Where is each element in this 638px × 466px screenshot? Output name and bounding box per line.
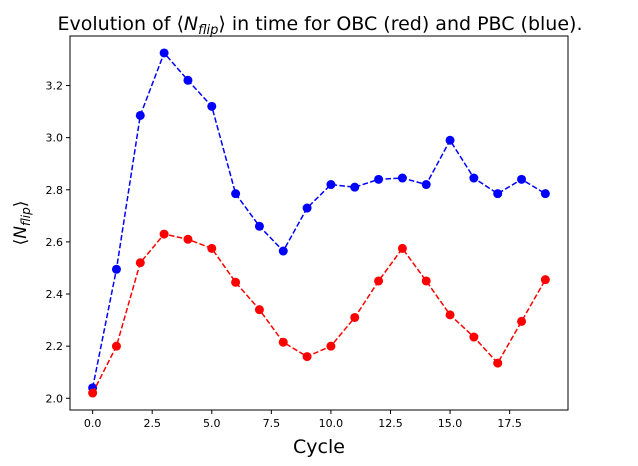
y-tick-label: 2.8 xyxy=(46,184,64,197)
point xyxy=(135,110,145,120)
point xyxy=(445,310,455,320)
point xyxy=(207,243,217,253)
point xyxy=(374,174,384,184)
y-tick-label: 2.6 xyxy=(46,236,64,249)
x-tick-label: 0.0 xyxy=(84,417,102,430)
point xyxy=(302,203,312,213)
y-tick-label: 3.0 xyxy=(46,132,64,145)
point xyxy=(326,341,336,351)
point xyxy=(254,305,264,315)
y-tick-label: 2.2 xyxy=(46,340,64,353)
point xyxy=(254,221,264,231)
point xyxy=(493,358,503,368)
point xyxy=(231,189,241,199)
point xyxy=(111,264,121,274)
point xyxy=(183,75,193,85)
ylabel-part: ⟩ xyxy=(11,201,31,208)
point xyxy=(421,180,431,190)
point xyxy=(469,332,479,342)
title-part: N xyxy=(184,13,198,35)
point xyxy=(421,276,431,286)
point xyxy=(445,135,455,145)
y-tick-label: 2.0 xyxy=(46,392,64,405)
point xyxy=(350,312,360,322)
y-tick-label: 3.2 xyxy=(46,80,64,93)
point xyxy=(469,173,479,183)
x-tick-label: 15.0 xyxy=(438,417,463,430)
point xyxy=(517,316,527,326)
point xyxy=(88,388,98,398)
ylabel-part: N xyxy=(11,226,31,239)
point xyxy=(159,229,169,239)
chart-title: Evolution of ⟨Nflip⟩ in time for OBC (re… xyxy=(58,13,583,38)
point xyxy=(517,174,527,184)
y-axis-label: ⟨Nflip⟩ xyxy=(11,201,33,246)
x-tick-label: 7.5 xyxy=(263,417,281,430)
x-tick-label: 2.5 xyxy=(143,417,161,430)
point xyxy=(111,341,121,351)
point xyxy=(302,352,312,362)
title-part: flip xyxy=(198,23,218,38)
x-tick-label: 10.0 xyxy=(319,417,344,430)
series-line xyxy=(91,51,546,388)
point xyxy=(397,173,407,183)
x-axis-label: Cycle xyxy=(293,436,345,458)
ylabel-part: ⟨ xyxy=(11,239,31,246)
plot-frame xyxy=(69,35,569,411)
point xyxy=(540,275,550,285)
x-tick-label: 12.5 xyxy=(378,417,403,430)
series-line xyxy=(91,233,547,394)
y-tick-label: 2.4 xyxy=(46,288,64,301)
x-tick-label: 17.5 xyxy=(497,417,522,430)
point xyxy=(397,243,407,253)
point xyxy=(159,48,169,58)
title-part: Evolution of ⟨ xyxy=(58,13,184,35)
ylabel-part: flip xyxy=(19,207,33,226)
point xyxy=(207,101,217,111)
x-tick-label: 5.0 xyxy=(203,417,221,430)
title-part: ⟩ in time for OBC (red) and PBC (blue). xyxy=(218,13,582,35)
point xyxy=(278,246,288,256)
point xyxy=(493,189,503,199)
point xyxy=(135,258,145,268)
point xyxy=(183,234,193,244)
point xyxy=(350,182,360,192)
point xyxy=(374,276,384,286)
point xyxy=(540,189,550,199)
point xyxy=(278,337,288,347)
point xyxy=(231,277,241,287)
point xyxy=(326,180,336,190)
